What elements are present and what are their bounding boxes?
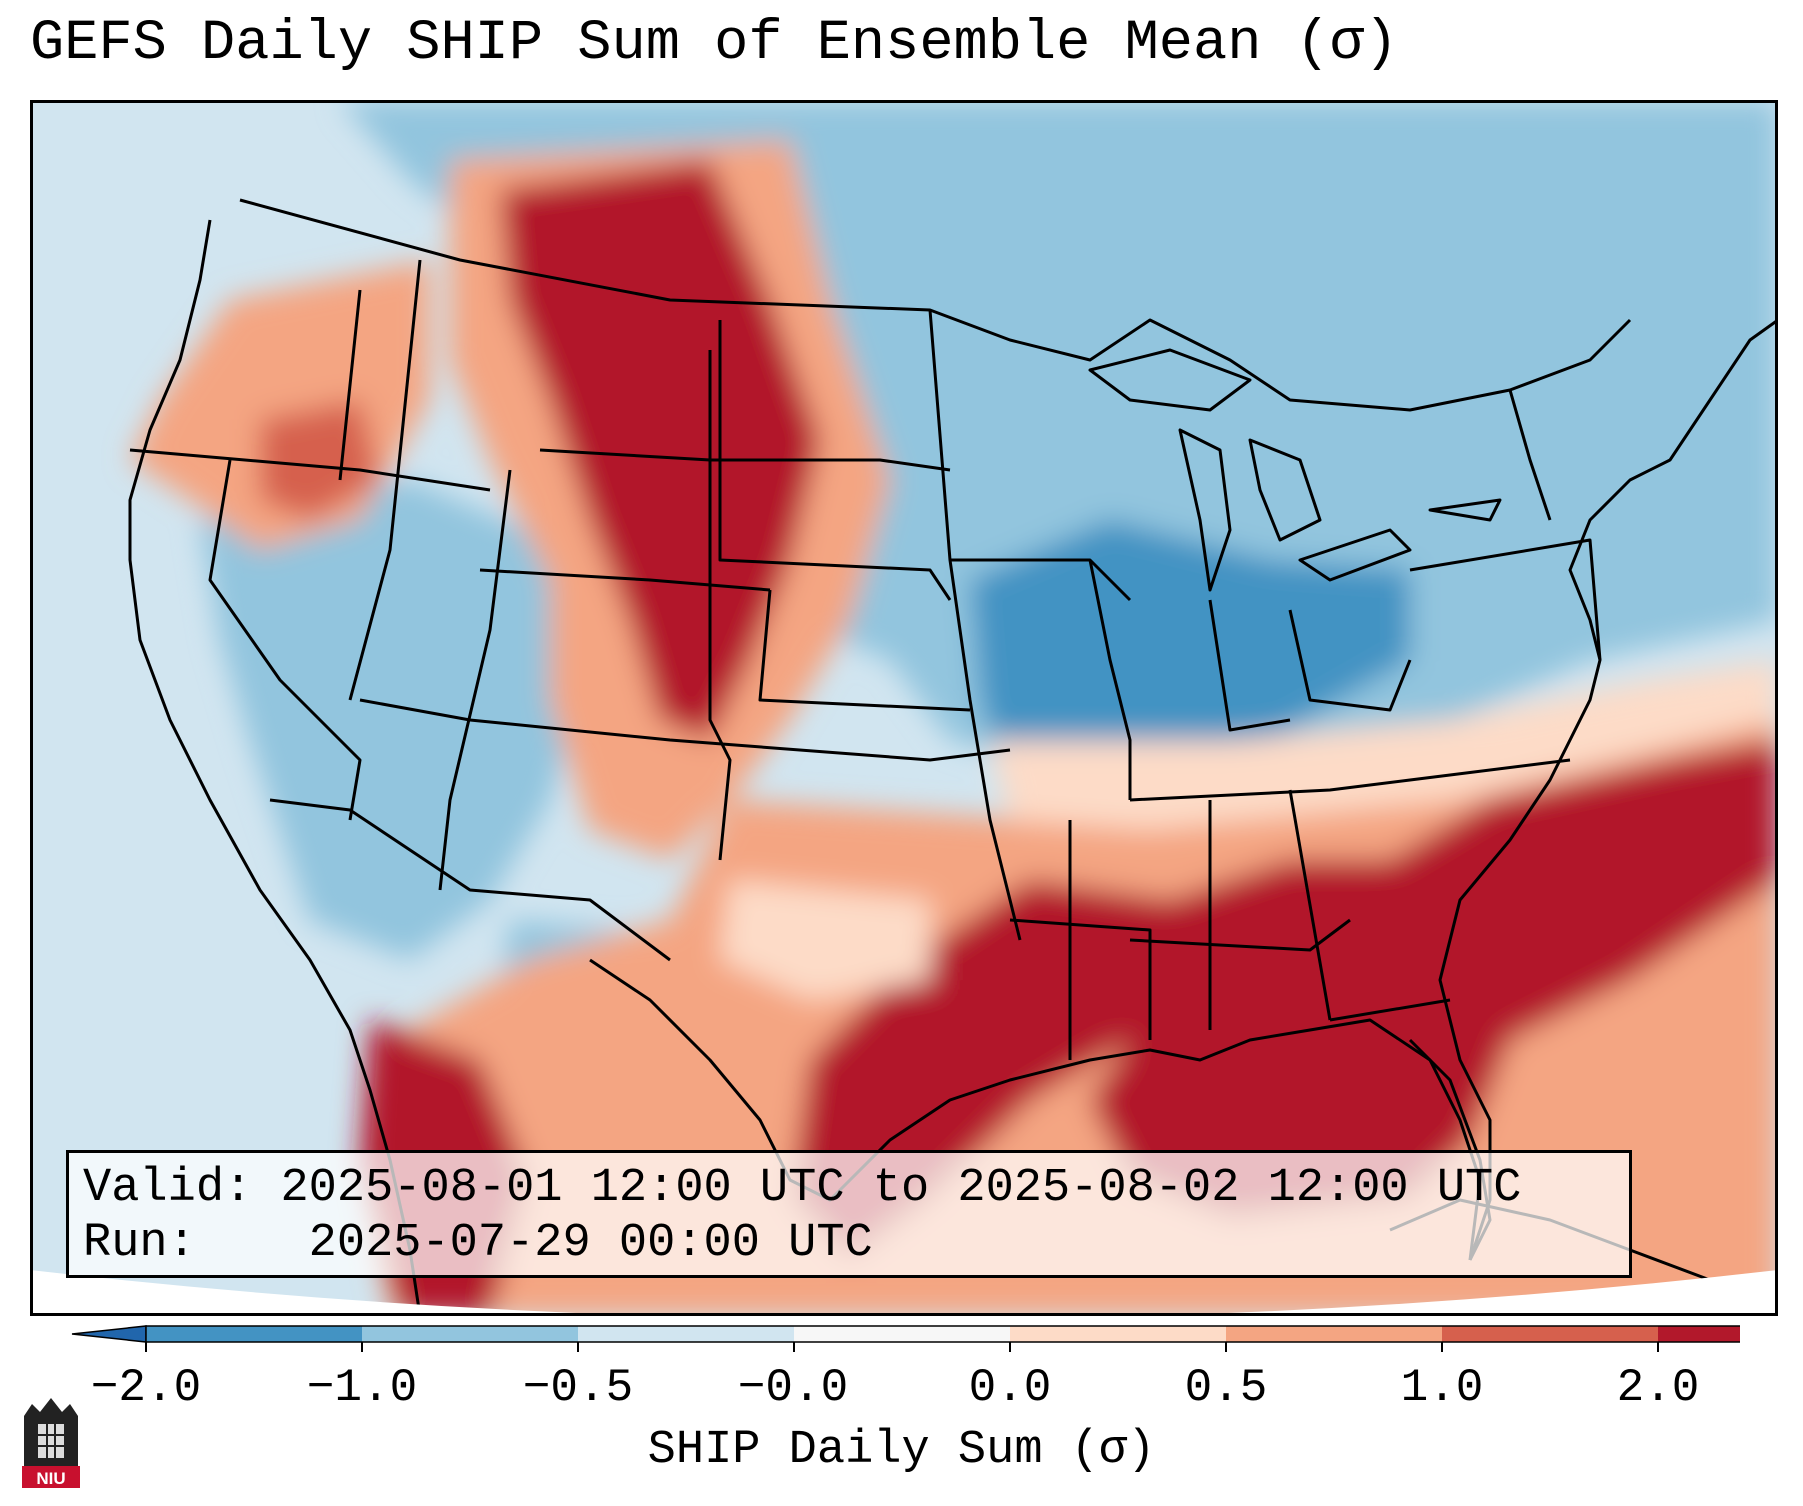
colorbar-tick-5: 0.5: [1184, 1362, 1268, 1414]
state-line: [539, 448, 951, 472]
niu-logo: NIU: [22, 1398, 80, 1488]
colorbar-tick-0: −2.0: [90, 1362, 202, 1414]
colorbar-segment: [362, 1326, 578, 1342]
state-line: [1329, 998, 1451, 1022]
colorbar-label: SHIP Daily Sum (σ): [647, 1424, 1156, 1477]
state-line: [1288, 609, 1412, 712]
niu-logo-banner: [22, 1466, 80, 1488]
field-nw-red: [260, 400, 380, 520]
state-line: [338, 289, 362, 481]
niu-logo-text: NIU: [36, 1469, 65, 1488]
lake-ontario: [1428, 498, 1502, 522]
state-line: [1508, 389, 1552, 521]
colorbar-segment: [1010, 1326, 1226, 1342]
state-line: [928, 309, 1022, 941]
colorbar-tick-1: −1.0: [306, 1362, 418, 1414]
coastline-west: [128, 219, 422, 1316]
valid-value: 2025-08-01 12:00 UTC to 2025-08-02 12:00…: [280, 1162, 1522, 1215]
lake-superior: [1088, 348, 1252, 412]
colorbar: [71, 1325, 1740, 1352]
state-line: [1088, 559, 1132, 800]
coastline-east: [1438, 318, 1778, 1261]
field-south-red: [790, 740, 1778, 1260]
state-line: [1009, 918, 1152, 1040]
colorbar-segment: [1658, 1326, 1740, 1342]
state-line: [348, 259, 422, 701]
state-line: [438, 469, 512, 891]
field-texas-lightpink: [720, 880, 930, 1000]
state-line: [758, 589, 971, 712]
valid-run-info-box: Valid: 2025-08-01 12:00 UTC to 2025-08-0…: [66, 1150, 1632, 1278]
lake-erie: [1298, 528, 1412, 582]
colorbar-segment: [1442, 1326, 1658, 1342]
state-line: [129, 448, 491, 492]
field-south-lightpink: [990, 660, 1778, 830]
state-line: [359, 698, 1011, 762]
run-value: 2025-07-29 00:00 UTC: [308, 1217, 873, 1270]
state-line: [718, 320, 952, 601]
colorbar-tick-4: 0.0: [968, 1362, 1052, 1414]
state-line: [708, 350, 732, 861]
boundaries-layer: [128, 198, 1778, 1316]
colorbar-tick-7: 2.0: [1616, 1362, 1700, 1414]
state-line: [1129, 918, 1351, 952]
state-line: [208, 459, 362, 821]
domain-edge: [30, 1270, 1778, 1316]
valid-label: Valid:: [83, 1162, 253, 1215]
field-rockies-red: [500, 160, 820, 740]
field-midwest-mid-blue: [970, 520, 1410, 790]
colorbar-tick-3: −0.0: [737, 1362, 849, 1414]
ship-map: [30, 100, 1778, 1316]
niu-logo-window: [38, 1424, 64, 1458]
map-frame: [30, 100, 1778, 1316]
state-line: [1129, 758, 1571, 802]
run-label: Run:: [83, 1217, 196, 1270]
colorbar-segment: [146, 1326, 362, 1342]
colorbar-segment: [578, 1326, 794, 1342]
lake-huron: [1248, 438, 1322, 542]
state-line: [1208, 599, 1291, 732]
state-line: [479, 568, 771, 592]
border-mexico: [269, 798, 671, 962]
niu-logo-grid: [38, 1424, 64, 1458]
state-line: [1288, 789, 1332, 1021]
colorbar-extend-low: [71, 1325, 147, 1343]
colorbar-tick-2: −0.5: [522, 1362, 634, 1414]
state-line: [1409, 538, 1602, 661]
colorbar-segment: [794, 1326, 1010, 1342]
chart-title: GEFS Daily SHIP Sum of Ensemble Mean (σ): [30, 12, 1399, 76]
lake-michigan: [1178, 428, 1232, 592]
colorbar-segment: [1226, 1326, 1442, 1342]
colorbar-tick-6: 1.0: [1400, 1362, 1484, 1414]
